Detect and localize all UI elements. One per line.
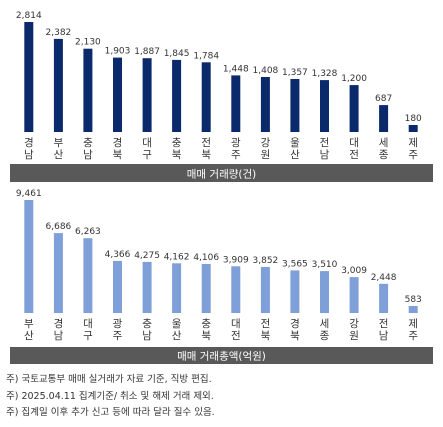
bar-item-13 (408, 125, 418, 132)
bar-item-4 (142, 261, 152, 313)
bar-item-10 (320, 80, 329, 132)
chart-volume: 2,814 경 남 2,382 부 산 2,130 충 남 1,903 경 북 1,887 대 구 1,845… (10, 11, 433, 182)
bar-item-0 (24, 22, 34, 132)
data-label-item-7: 1,448 (223, 64, 249, 74)
bar-item-4 (142, 58, 152, 133)
data-label-item-5: 1,845 (164, 49, 190, 59)
bar-item-11 (349, 85, 359, 132)
bar-item-10 (320, 271, 329, 313)
chart-title: 매매 거래총액(억원) (177, 351, 266, 363)
bar-item-13 (408, 306, 418, 313)
footnote-1: 주) 국토교통부 매매 실거래가 자료 기준, 직방 편집. (6, 374, 212, 385)
bar-item-7 (231, 266, 241, 313)
bar-item-12 (379, 105, 389, 132)
bar-item-12 (379, 283, 389, 313)
bar-item-7 (231, 75, 241, 132)
chart-amount-panel: 9,461 부 산 6,686 경 남 6,263 대 구 4,366 광 주 4,275 충 남 4,162… (0, 186, 443, 366)
chart-title-bar (10, 347, 433, 364)
data-label-item-6: 1,784 (193, 51, 219, 61)
data-label-item-9: 3,565 (282, 259, 308, 269)
data-label-item-11: 3,009 (341, 266, 367, 276)
data-label-item-7: 3,909 (223, 255, 249, 265)
data-label-item-2: 6,263 (75, 227, 101, 237)
bar-item-5 (172, 59, 182, 132)
data-label-item-6: 4,106 (193, 253, 219, 263)
chart-title-bar (10, 164, 433, 182)
bar-item-3 (113, 57, 122, 132)
data-label-item-1: 2,382 (46, 28, 72, 38)
data-label-item-0: 2,814 (16, 11, 42, 21)
bar-item-9 (290, 79, 300, 132)
bar-item-2 (83, 48, 93, 133)
bar-item-9 (290, 270, 300, 313)
data-label-item-4: 4,275 (134, 251, 160, 261)
footnote-2: 주) 2025.04.11 집계기준/ 취소 및 해제 거래 제외. (6, 390, 214, 402)
data-label-item-3: 4,366 (105, 250, 131, 260)
data-label-item-10: 1,328 (312, 69, 338, 79)
data-label-item-0: 9,461 (16, 189, 42, 199)
bar-item-8 (260, 77, 270, 132)
chart-amount: 9,461 부 산 6,686 경 남 6,263 대 구 4,366 광 주 4,275 충 남 4,162… (10, 189, 433, 364)
data-label-item-8: 3,852 (253, 256, 279, 266)
data-label-item-9: 1,357 (282, 68, 308, 78)
data-label-item-8: 1,408 (253, 66, 279, 76)
data-label-item-5: 4,162 (164, 252, 190, 262)
bar-item-6 (201, 62, 211, 132)
bar-item-1 (53, 38, 63, 132)
chart-volume-panel: 2,814 경 남 2,382 부 산 2,130 충 남 1,903 경 북 1,887 대 구 1,845… (0, 0, 443, 186)
bar-item-8 (260, 267, 270, 313)
chart-title: 매매 거래량(건) (187, 169, 257, 181)
bar-item-11 (349, 277, 359, 313)
bar-item-5 (172, 263, 182, 313)
data-label-item-1: 6,686 (46, 222, 72, 232)
bar-item-1 (53, 233, 63, 313)
bar-item-6 (201, 264, 211, 313)
data-label-item-10: 3,510 (312, 260, 338, 270)
bar-item-2 (83, 238, 93, 313)
data-label-item-2: 2,130 (75, 38, 101, 48)
footnote-3: 주) 집계일 이후 추가 신고 등에 따라 달라 질수 있음. (6, 407, 215, 418)
data-label-item-12: 687 (375, 94, 392, 104)
data-label-item-13: 180 (405, 114, 422, 124)
data-label-item-3: 1,903 (105, 47, 131, 57)
bar-item-3 (113, 260, 122, 313)
data-label-item-11: 1,200 (341, 74, 367, 84)
footnotes: 주) 국토교통부 매매 실거래가 자료 기준, 직방 편집. 주) 2025.0… (6, 372, 436, 422)
data-label-item-4: 1,887 (134, 47, 160, 57)
data-label-item-13: 583 (405, 295, 422, 305)
bar-item-0 (24, 200, 34, 313)
data-label-item-12: 2,448 (371, 273, 397, 283)
